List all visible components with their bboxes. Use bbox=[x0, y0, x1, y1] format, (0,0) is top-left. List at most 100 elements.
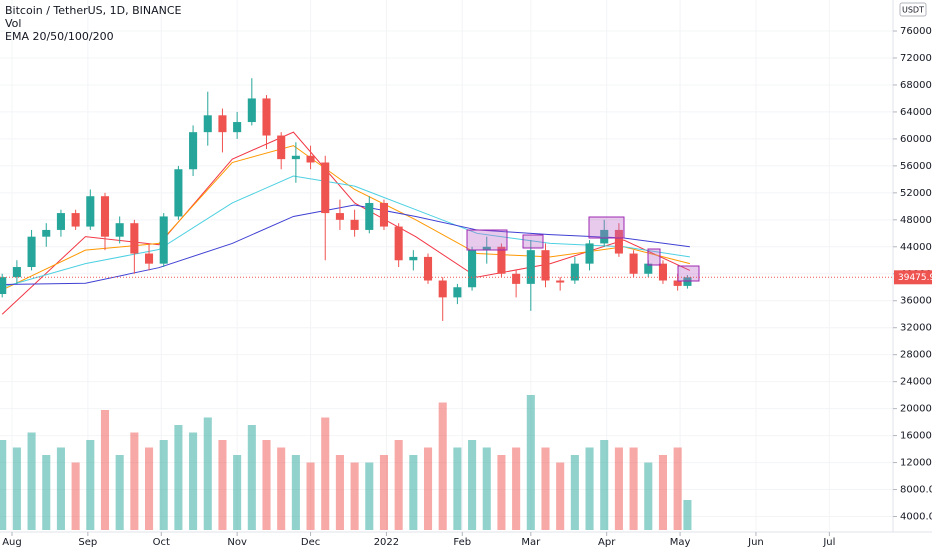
volume-bar bbox=[277, 447, 286, 530]
candle-body bbox=[497, 246, 506, 274]
volume-bar bbox=[291, 455, 300, 530]
volume-bar bbox=[350, 462, 359, 530]
y-tick-label: 16000.00 bbox=[900, 431, 932, 442]
candle-body bbox=[585, 243, 594, 264]
volume-bar bbox=[159, 440, 168, 530]
volume-bar bbox=[247, 425, 256, 530]
volume-bar bbox=[233, 455, 242, 530]
candle-body bbox=[600, 229, 609, 244]
candle-body bbox=[12, 267, 21, 278]
volume-bar bbox=[468, 440, 477, 530]
x-tick-label: Oct bbox=[153, 537, 170, 548]
volume-bar bbox=[658, 455, 667, 530]
currency-box[interactable] bbox=[899, 2, 927, 17]
volume-bar bbox=[629, 447, 638, 530]
candle-body bbox=[115, 223, 124, 237]
volume-bar bbox=[526, 395, 535, 530]
volume-bar bbox=[130, 432, 139, 530]
x-tick-label: Aug bbox=[2, 537, 22, 548]
volume-bar bbox=[365, 462, 374, 530]
candle-body bbox=[86, 196, 95, 227]
volume-bar bbox=[86, 440, 95, 530]
candle-body bbox=[144, 253, 154, 264]
candle-body bbox=[453, 287, 462, 298]
y-tick-label: 12000.00 bbox=[900, 458, 932, 469]
candle-body bbox=[556, 280, 565, 283]
volume-bar bbox=[482, 447, 491, 530]
candle-body bbox=[468, 250, 477, 288]
volume-bar bbox=[600, 440, 609, 530]
volume-bar bbox=[379, 455, 389, 530]
volume-bar bbox=[541, 447, 550, 530]
last-price-label: 39475.91 bbox=[898, 273, 932, 283]
y-tick-label: 48000.00 bbox=[900, 215, 932, 226]
candle-body bbox=[130, 223, 139, 254]
y-tick-label: 20000.00 bbox=[900, 404, 932, 415]
volume-bar bbox=[0, 440, 7, 530]
y-tick-label: 44000.00 bbox=[900, 242, 932, 253]
volume-bar bbox=[614, 447, 623, 530]
x-tick-label: Apr bbox=[598, 537, 616, 548]
y-tick-label: 56000.00 bbox=[900, 161, 932, 172]
volume-bar bbox=[306, 462, 315, 530]
candle-body bbox=[423, 256, 433, 281]
candle-body bbox=[350, 219, 359, 230]
volume-bar bbox=[71, 462, 80, 530]
candle-body bbox=[379, 202, 389, 227]
candle-body bbox=[614, 229, 623, 254]
candle-body bbox=[277, 135, 286, 160]
chart-title: Bitcoin / TetherUS, 1D, BINANCE bbox=[5, 4, 182, 17]
candle-body bbox=[42, 229, 51, 237]
y-tick-label: 8000.00 bbox=[900, 485, 932, 496]
y-tick-label: 68000.00 bbox=[900, 80, 932, 91]
x-tick-label: Jun bbox=[747, 537, 764, 548]
volume-bar bbox=[42, 455, 51, 530]
candle-body bbox=[394, 226, 403, 261]
y-tick-label: 60000.00 bbox=[900, 134, 932, 145]
x-tick-label: Mar bbox=[521, 537, 541, 548]
volume-bar bbox=[585, 447, 594, 530]
candle-body bbox=[71, 213, 80, 227]
candle-body bbox=[0, 277, 7, 294]
candle-body bbox=[321, 162, 330, 214]
indicator-label: EMA 20/50/100/200 bbox=[5, 30, 114, 43]
candle-body bbox=[56, 213, 65, 230]
volume-bar bbox=[262, 440, 271, 530]
x-tick-label: Dec bbox=[301, 537, 320, 548]
volume-bar bbox=[335, 455, 344, 530]
box bbox=[647, 248, 661, 266]
y-tick-label: 24000.00 bbox=[900, 377, 932, 388]
currency-label[interactable]: USDT bbox=[902, 6, 924, 15]
annotation-boxes bbox=[466, 216, 700, 282]
volume-bar bbox=[203, 417, 212, 530]
volume-bar bbox=[683, 500, 692, 530]
candle-body bbox=[218, 115, 227, 133]
candle-body bbox=[203, 115, 212, 133]
candle-body bbox=[247, 98, 256, 123]
volume-bar bbox=[12, 447, 21, 530]
volume-bar bbox=[27, 432, 36, 530]
candle-body bbox=[365, 202, 374, 230]
volume-bar bbox=[56, 447, 65, 530]
y-tick-label: 64000.00 bbox=[900, 107, 932, 118]
candle-body bbox=[189, 132, 198, 170]
candle-body bbox=[262, 98, 271, 136]
x-tick-label: Nov bbox=[227, 537, 247, 548]
candle-body bbox=[673, 280, 682, 286]
volume-bar bbox=[497, 455, 506, 530]
box bbox=[522, 234, 544, 249]
candle-body bbox=[174, 169, 183, 217]
volume-layer bbox=[0, 395, 692, 530]
volume-bar bbox=[189, 432, 198, 530]
y-tick-label: 76000.00 bbox=[900, 26, 932, 37]
x-tick-label: 2022 bbox=[374, 537, 399, 548]
box bbox=[588, 216, 625, 239]
volume-bar bbox=[321, 417, 330, 530]
candle-body bbox=[27, 236, 36, 268]
y-tick-label: 72000.00 bbox=[900, 53, 932, 64]
volume-bar bbox=[144, 447, 154, 530]
candle-body bbox=[683, 277, 692, 286]
